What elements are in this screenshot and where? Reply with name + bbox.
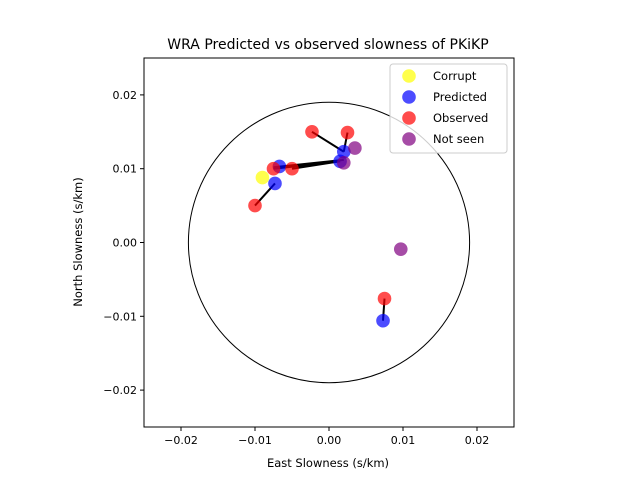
data-point-observed bbox=[377, 291, 392, 306]
data-point-predicted bbox=[376, 313, 390, 328]
data-point-observed bbox=[340, 125, 355, 140]
legend-marker bbox=[402, 132, 416, 146]
legend-label: Observed bbox=[433, 111, 488, 125]
data-point-not-seen bbox=[348, 141, 362, 155]
axes: −0.02 −0.01 0.00 0.01 0.02 −0.02 −0.01 0.00 0.01… bbox=[103, 57, 515, 447]
y-tick-label: −0.01 bbox=[103, 310, 137, 323]
x-tick-label: 0.02 bbox=[465, 434, 490, 447]
y-axis-label: North Slowness (s/km) bbox=[71, 177, 85, 306]
y-tick-label: 0.01 bbox=[113, 163, 138, 176]
legend: Corrupt Predicted Observed Not seen bbox=[389, 63, 508, 154]
legend-label: Predicted bbox=[433, 90, 487, 104]
x-tick-label: −0.02 bbox=[164, 434, 198, 447]
legend-label: Corrupt bbox=[433, 69, 477, 83]
plot-area bbox=[187, 101, 471, 384]
data-point-corrupt bbox=[255, 170, 270, 185]
y-tick-label: −0.02 bbox=[103, 384, 137, 397]
data-point-predicted bbox=[268, 176, 282, 191]
chart-title: WRA Predicted vs observed slowness of PK… bbox=[167, 37, 488, 53]
data-point-not-seen bbox=[337, 155, 351, 170]
data-point-observed bbox=[266, 161, 281, 176]
data-point-observed bbox=[285, 161, 299, 176]
data-point-observed bbox=[305, 125, 319, 139]
legend-marker bbox=[402, 111, 416, 125]
data-point-not-seen bbox=[393, 242, 408, 256]
x-axis-label: East Slowness (s/km) bbox=[267, 456, 389, 470]
legend-label: Not seen bbox=[433, 132, 484, 146]
y-tick-label: 0.00 bbox=[113, 237, 138, 250]
legend-marker bbox=[402, 69, 416, 83]
plot-contents bbox=[187, 101, 471, 384]
data-point-observed bbox=[248, 198, 262, 213]
x-tick-label: 0.00 bbox=[317, 434, 342, 447]
legend-box bbox=[389, 63, 508, 154]
x-tick-label: 0.01 bbox=[391, 434, 416, 447]
legend-marker bbox=[402, 90, 416, 104]
y-tick-label: 0.02 bbox=[113, 89, 138, 102]
x-tick-label: −0.01 bbox=[238, 434, 272, 447]
connection-line bbox=[291, 160, 341, 170]
reference-circle bbox=[187, 101, 471, 384]
data-point-predicted bbox=[337, 144, 351, 159]
